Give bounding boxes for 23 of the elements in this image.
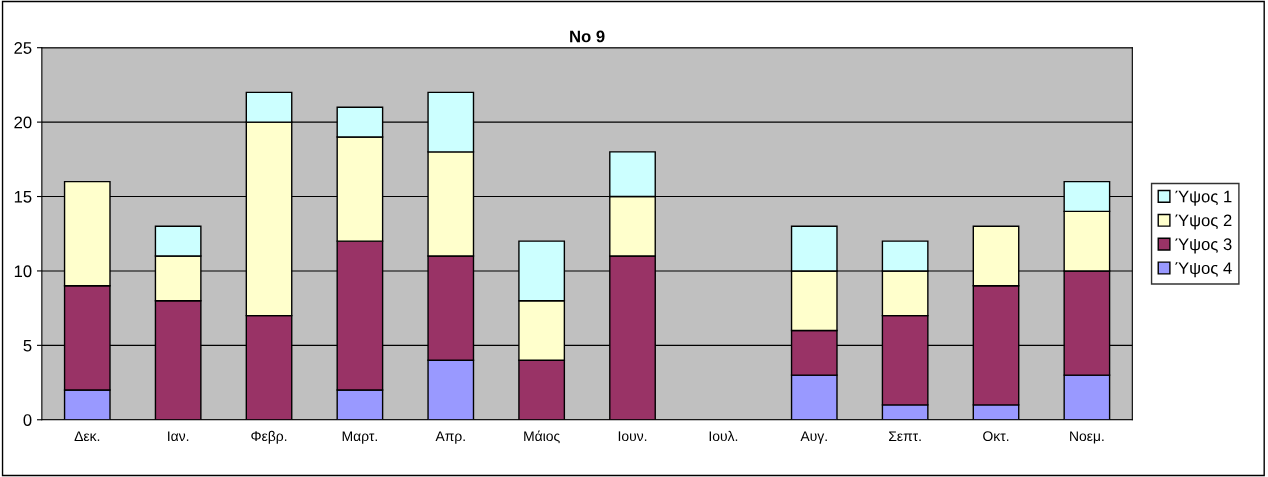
x-tick-label: Δεκ. <box>74 431 100 442</box>
legend-label: Ύψος 3 <box>1175 238 1232 254</box>
x-tick-label: Σεπτ. <box>889 431 921 442</box>
x-tick-label: Νοεμ. <box>1070 431 1104 444</box>
x-tick-label: Ιαν. <box>168 431 189 442</box>
x-tick-label: Μαρτ. <box>342 431 377 444</box>
y-tick-label: 5 <box>23 339 32 352</box>
chart-title: No 9 <box>570 30 605 43</box>
x-tick-label: Φεβρ. <box>251 430 287 444</box>
y-tick-label: 20 <box>14 116 32 129</box>
x-tick-label: Ιουλ. <box>709 430 738 442</box>
x-tick-label: Απρ. <box>435 431 465 444</box>
x-tick-label: Οκτ. <box>983 431 1009 442</box>
y-tick-label: 0 <box>23 414 32 426</box>
x-tick-label: Μάιος <box>524 430 560 444</box>
x-tick-label: Ιουν. <box>618 431 647 442</box>
x-tick-label: Αυγ. <box>800 431 827 444</box>
y-tick-label: 10 <box>14 265 32 278</box>
y-tick-label: 25 <box>14 42 32 54</box>
legend-label: Ύψος 2 <box>1175 214 1232 230</box>
y-tick-label: 15 <box>14 191 32 203</box>
legend-label: Ύψος 4 <box>1175 262 1232 278</box>
legend-label: Ύψος 1 <box>1175 190 1232 206</box>
